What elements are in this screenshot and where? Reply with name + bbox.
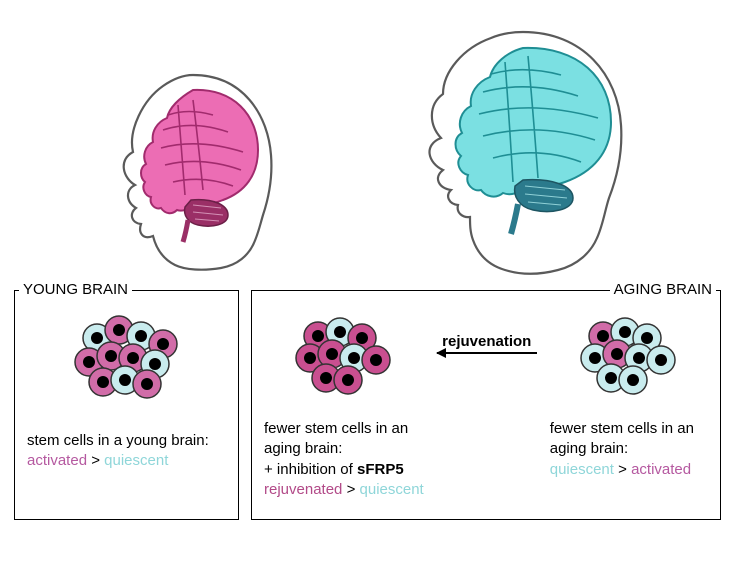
young-caption: stem cells in a young brain:activated > … xyxy=(27,431,226,472)
rejuvenation-arrow-label: rejuvenation xyxy=(442,333,531,350)
aging-right-caption: fewer stem cells in anaging brain:quiesc… xyxy=(550,419,708,480)
aging-brain-icon xyxy=(456,48,612,234)
young-cell-cluster xyxy=(27,303,226,413)
young-head-diagram xyxy=(93,60,293,280)
young-brain-panel: YOUNG BRAIN stem cells in a young brain:… xyxy=(14,290,239,520)
aging-head-diagram xyxy=(363,20,643,280)
aging-rejuvenated-cluster xyxy=(264,303,424,413)
aging-left-caption: fewer stem cells in anaging brain:+ inhi… xyxy=(264,419,424,500)
young-panel-title: YOUNG BRAIN xyxy=(19,281,132,298)
rejuvenation-arrow-icon xyxy=(437,352,537,354)
aging-brain-panel: AGING BRAIN fewer stem cells in anaging … xyxy=(251,290,721,520)
aging-panel-title: AGING BRAIN xyxy=(610,281,716,298)
young-brain-icon xyxy=(141,90,258,242)
aging-quiescent-cluster xyxy=(550,303,708,413)
